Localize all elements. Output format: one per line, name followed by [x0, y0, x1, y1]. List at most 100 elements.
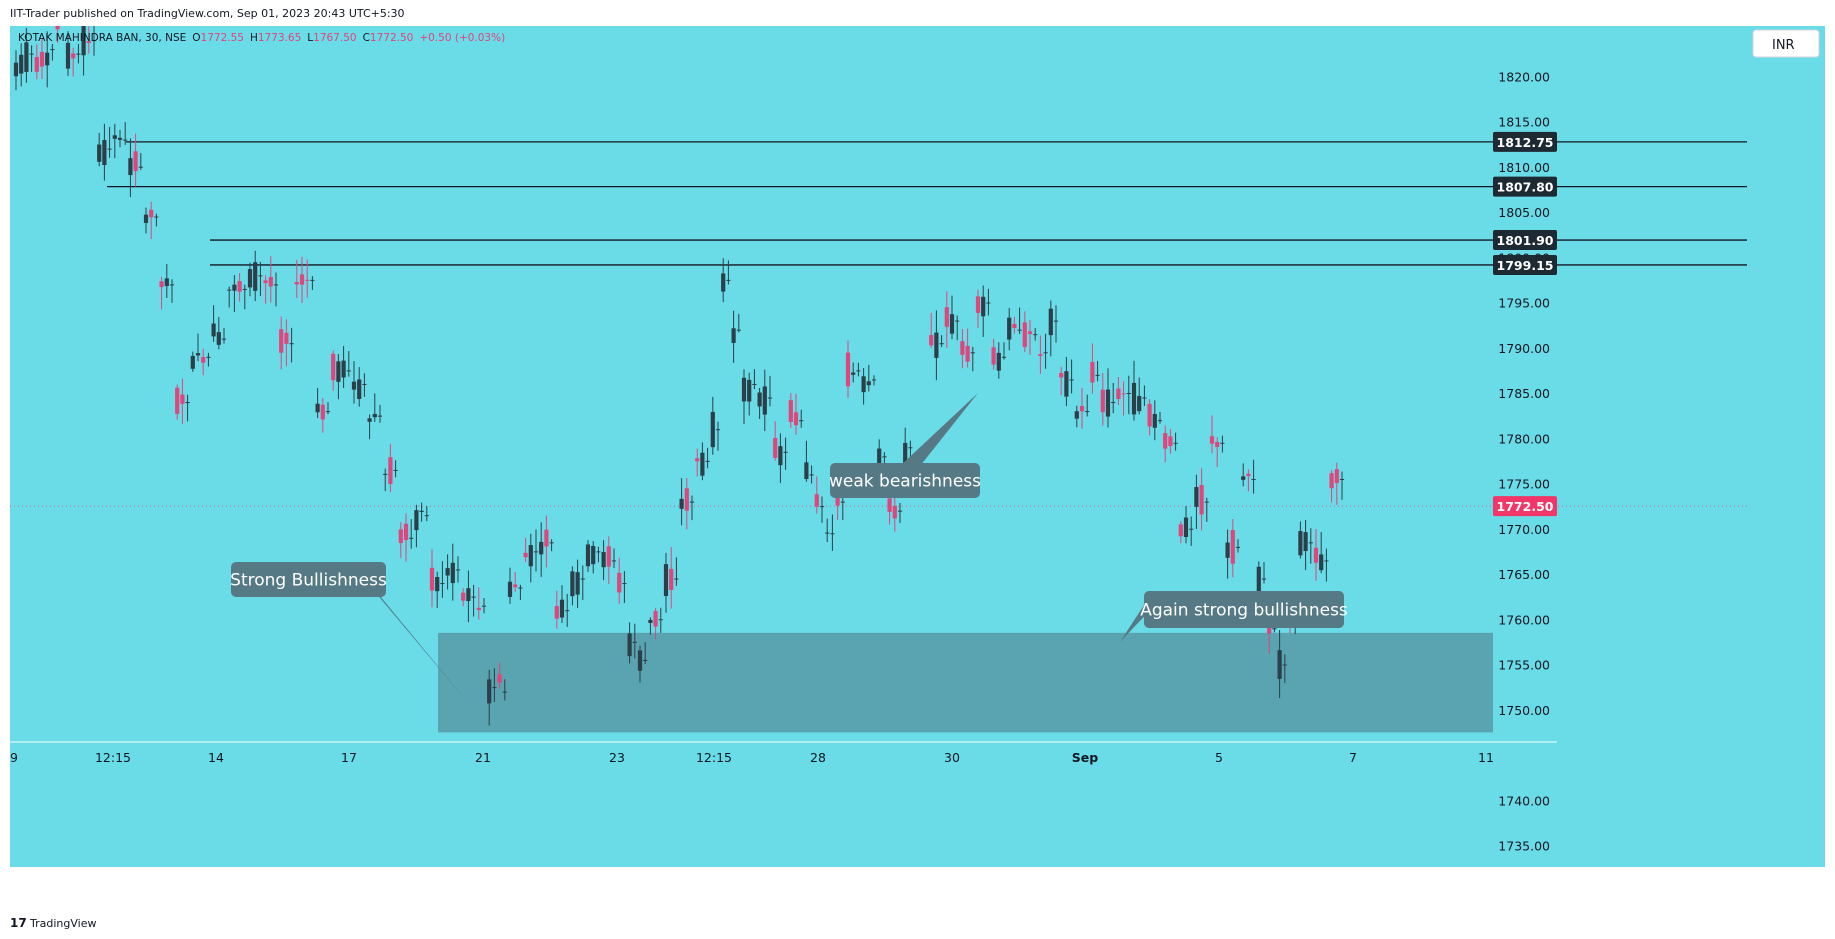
- candle[interactable]: [684, 477, 689, 530]
- candle[interactable]: [107, 126, 112, 158]
- candle[interactable]: [585, 540, 591, 572]
- candle[interactable]: [643, 642, 648, 665]
- candle[interactable]: [757, 387, 762, 420]
- candle[interactable]: [237, 273, 242, 302]
- candle[interactable]: [736, 313, 741, 333]
- candle[interactable]: [1095, 360, 1100, 382]
- candle[interactable]: [91, 26, 97, 56]
- price-chart[interactable]: Strong Bullishness weak bearishness Again …: [0, 26, 1835, 905]
- candle[interactable]: [1235, 539, 1241, 553]
- candle[interactable]: [830, 514, 835, 551]
- candle[interactable]: [377, 404, 383, 423]
- candle[interactable]: [450, 543, 455, 601]
- candle[interactable]: [565, 593, 570, 627]
- candle[interactable]: [1111, 382, 1116, 414]
- candle[interactable]: [965, 328, 970, 368]
- candle[interactable]: [689, 495, 695, 521]
- last-price-tag[interactable]: 1772.50: [1493, 496, 1557, 517]
- candle[interactable]: [1038, 335, 1043, 374]
- candle[interactable]: [840, 498, 845, 520]
- candle[interactable]: [487, 669, 492, 726]
- candle[interactable]: [429, 549, 435, 608]
- candle[interactable]: [778, 433, 783, 484]
- candle[interactable]: [960, 329, 965, 369]
- candle[interactable]: [1001, 342, 1007, 360]
- candle[interactable]: [955, 315, 960, 341]
- candle[interactable]: [559, 585, 565, 624]
- candle[interactable]: [362, 373, 367, 397]
- candle[interactable]: [627, 622, 632, 664]
- candle[interactable]: [1064, 356, 1069, 407]
- candle[interactable]: [13, 50, 19, 91]
- candle[interactable]: [1116, 376, 1121, 406]
- candle[interactable]: [544, 515, 549, 568]
- candle[interactable]: [1022, 311, 1027, 353]
- candle[interactable]: [845, 340, 851, 398]
- candle[interactable]: [715, 421, 721, 451]
- candle[interactable]: [1199, 468, 1204, 531]
- candle[interactable]: [71, 47, 76, 77]
- candle[interactable]: [1152, 400, 1157, 441]
- candle[interactable]: [294, 259, 299, 299]
- candle[interactable]: [934, 310, 939, 381]
- candle[interactable]: [1142, 385, 1147, 407]
- candle[interactable]: [554, 590, 559, 629]
- candle[interactable]: [1137, 377, 1142, 415]
- candle[interactable]: [112, 123, 117, 159]
- candle[interactable]: [159, 276, 164, 310]
- candle[interactable]: [440, 561, 445, 598]
- candle[interactable]: [39, 38, 45, 79]
- candle[interactable]: [471, 584, 476, 617]
- candle[interactable]: [970, 346, 975, 372]
- candle[interactable]: [388, 443, 393, 493]
- candle[interactable]: [575, 559, 580, 608]
- candle[interactable]: [1168, 429, 1173, 454]
- candle[interactable]: [721, 258, 726, 303]
- candle[interactable]: [1298, 521, 1303, 559]
- candle[interactable]: [1204, 497, 1209, 522]
- candle[interactable]: [1043, 333, 1048, 369]
- candle[interactable]: [1126, 375, 1131, 415]
- candle[interactable]: [445, 554, 450, 590]
- candle[interactable]: [461, 588, 466, 607]
- candle[interactable]: [658, 607, 663, 633]
- candle[interactable]: [825, 518, 830, 543]
- candle[interactable]: [367, 414, 372, 440]
- candle[interactable]: [741, 369, 747, 424]
- candle[interactable]: [1261, 562, 1267, 584]
- candle[interactable]: [424, 506, 429, 522]
- candle[interactable]: [679, 478, 684, 526]
- candle[interactable]: [383, 468, 388, 492]
- candle[interactable]: [143, 207, 149, 234]
- candle[interactable]: [1085, 394, 1090, 417]
- candle[interactable]: [762, 369, 767, 432]
- candle[interactable]: [247, 262, 253, 297]
- candle[interactable]: [1189, 516, 1194, 546]
- candle[interactable]: [419, 502, 424, 522]
- candle[interactable]: [263, 275, 268, 304]
- candle[interactable]: [897, 502, 903, 523]
- candle[interactable]: [1209, 415, 1215, 454]
- candle[interactable]: [705, 447, 710, 469]
- candle[interactable]: [996, 342, 1001, 379]
- candle[interactable]: [45, 31, 50, 88]
- annotation-weak-bearishness[interactable]: weak bearishness: [829, 393, 981, 498]
- candle[interactable]: [580, 565, 585, 601]
- candle[interactable]: [1303, 519, 1308, 571]
- candle[interactable]: [195, 333, 201, 362]
- candle[interactable]: [81, 26, 86, 76]
- candle[interactable]: [86, 26, 91, 54]
- candle[interactable]: [299, 256, 305, 303]
- candle[interactable]: [1173, 432, 1178, 451]
- candle[interactable]: [1157, 411, 1163, 424]
- candle[interactable]: [1319, 532, 1324, 574]
- candle[interactable]: [1131, 360, 1137, 421]
- candle[interactable]: [851, 362, 856, 383]
- candle[interactable]: [409, 519, 414, 549]
- level-price-tag[interactable]: 1812.75: [1493, 131, 1557, 152]
- candle[interactable]: [149, 201, 154, 240]
- demand-zone-box[interactable]: [438, 632, 1493, 733]
- candle[interactable]: [1079, 387, 1085, 429]
- candle[interactable]: [414, 504, 419, 548]
- candle[interactable]: [117, 129, 123, 148]
